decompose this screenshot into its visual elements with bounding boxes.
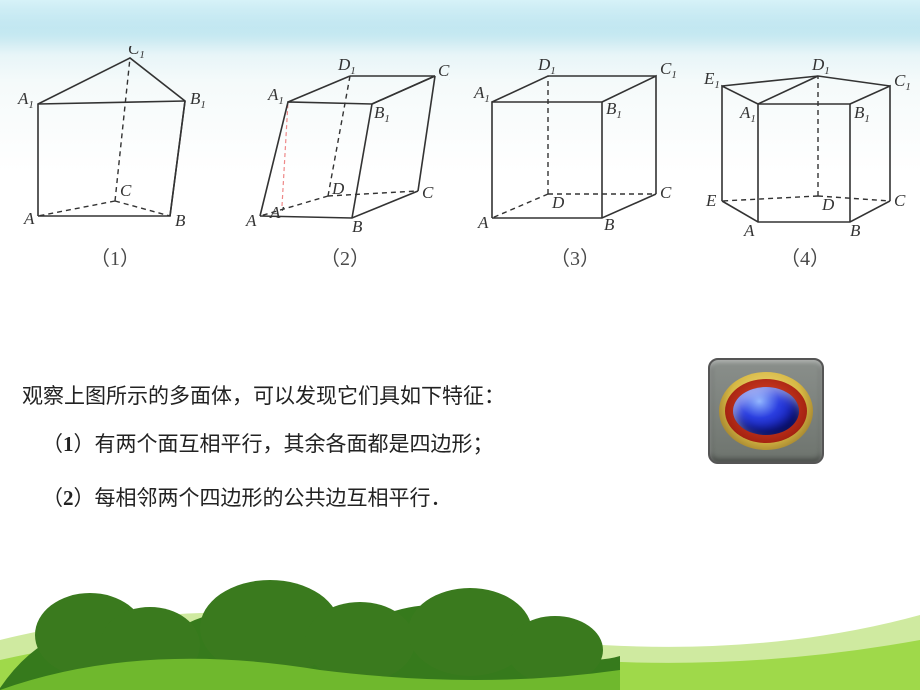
footer-landscape	[0, 520, 920, 690]
caption-3: （3）	[550, 242, 600, 271]
label-C1: C1	[660, 59, 677, 81]
label-D1: D1	[537, 55, 556, 77]
diagrams-row: A B C A1 B1 C1 （1） A B C D A1 B1 C	[0, 46, 920, 291]
label-B1: B1	[606, 99, 622, 121]
label-Aprime: A′	[269, 203, 284, 222]
label-A1: A1	[473, 83, 490, 105]
caption-1: （1）	[90, 242, 140, 271]
label-A: A	[477, 213, 489, 232]
label-E1: E1	[703, 69, 720, 91]
label-B: B	[604, 215, 615, 234]
label-E: E	[705, 191, 717, 210]
label-A1: A1	[267, 85, 284, 107]
prism-oblique-quad: A B C D A1 B1 C1 D1 A′	[240, 46, 450, 236]
caption-2: （2）	[320, 242, 370, 271]
header-gradient	[0, 0, 920, 46]
caption-4: （4）	[780, 242, 830, 271]
label-B1: B1	[854, 103, 870, 125]
label-A: A	[23, 209, 35, 228]
label-D1: D1	[811, 55, 830, 77]
label-A1: A1	[739, 103, 756, 125]
prism-cuboid: A B C D A1 B1 C1 D1	[470, 46, 680, 236]
label-B: B	[352, 217, 363, 236]
button-dome	[733, 387, 799, 435]
label-C: C	[120, 181, 132, 200]
label-D: D	[331, 179, 345, 198]
diagram-1: A B C A1 B1 C1 （1）	[3, 46, 228, 271]
label-D1: D1	[337, 55, 356, 77]
label-A: A	[245, 211, 257, 230]
label-C: C	[894, 191, 906, 210]
intro-text: 观察上图所示的多面体，可以发现它们具如下特征：	[22, 380, 505, 414]
label-B: B	[175, 211, 186, 230]
label-B: B	[850, 221, 861, 236]
label-B1: B1	[374, 103, 390, 125]
point-2: （2）每相邻两个四边形的公共边互相平行．	[42, 482, 452, 516]
label-A: A	[743, 221, 755, 236]
label-A1: A1	[17, 89, 34, 111]
prism-pentagonal: A B C D E A1 B1 C1 D1 E1	[700, 46, 910, 236]
label-C: C	[660, 183, 672, 202]
diagram-2: A B C D A1 B1 C1 D1 A′ （2）	[233, 46, 458, 271]
label-C: C	[422, 183, 434, 202]
button-ring-outer	[719, 372, 813, 450]
button-ring-inner	[725, 379, 807, 443]
play-button[interactable]	[708, 358, 824, 464]
point-1: （1）有两个面互相平行，其余各面都是四边形；	[42, 428, 494, 462]
label-C1: C1	[438, 61, 450, 83]
label-C1: C1	[894, 71, 910, 93]
diagram-3: A B C D A1 B1 C1 D1 （3）	[463, 46, 688, 271]
label-B1: B1	[190, 89, 206, 111]
diagram-4: A B C D E A1 B1 C1 D1 E1 （4）	[693, 46, 918, 271]
prism-triangular: A B C A1 B1 C1	[10, 46, 220, 236]
label-D: D	[821, 195, 835, 214]
label-D: D	[551, 193, 565, 212]
